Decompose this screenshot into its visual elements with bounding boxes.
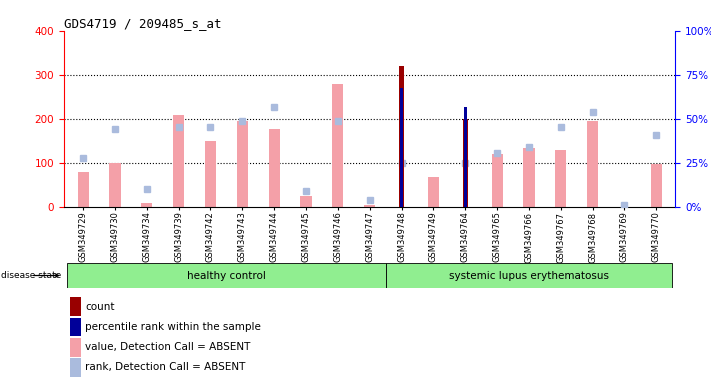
Bar	[651, 164, 662, 207]
Text: rank, Detection Call = ABSENT: rank, Detection Call = ABSENT	[85, 362, 246, 372]
Text: GDS4719 / 209485_s_at: GDS4719 / 209485_s_at	[64, 17, 222, 30]
Text: value, Detection Call = ABSENT: value, Detection Call = ABSENT	[85, 342, 251, 352]
Bar	[109, 163, 121, 207]
Bar	[67, 263, 385, 288]
Bar	[70, 297, 81, 316]
Bar	[491, 154, 503, 207]
Bar	[70, 318, 81, 336]
Bar	[173, 114, 184, 207]
Bar	[400, 88, 403, 207]
Bar	[399, 66, 404, 207]
Text: systemic lupus erythematosus: systemic lupus erythematosus	[449, 270, 609, 281]
Bar	[428, 177, 439, 207]
Bar	[205, 141, 216, 207]
Bar	[70, 358, 81, 377]
Bar	[555, 150, 567, 207]
Bar	[332, 84, 343, 207]
Text: count: count	[85, 302, 115, 312]
Text: healthy control: healthy control	[187, 270, 266, 281]
Bar	[141, 203, 152, 207]
Bar	[587, 121, 598, 207]
Bar	[77, 172, 89, 207]
Bar	[269, 129, 279, 207]
Bar	[463, 119, 468, 207]
Bar	[364, 205, 375, 207]
Bar	[464, 107, 466, 207]
Bar	[385, 263, 673, 288]
Bar	[70, 338, 81, 356]
Text: percentile rank within the sample: percentile rank within the sample	[85, 322, 261, 332]
Bar	[523, 148, 535, 207]
Text: disease state: disease state	[1, 271, 61, 280]
Bar	[301, 196, 311, 207]
Bar	[237, 121, 248, 207]
